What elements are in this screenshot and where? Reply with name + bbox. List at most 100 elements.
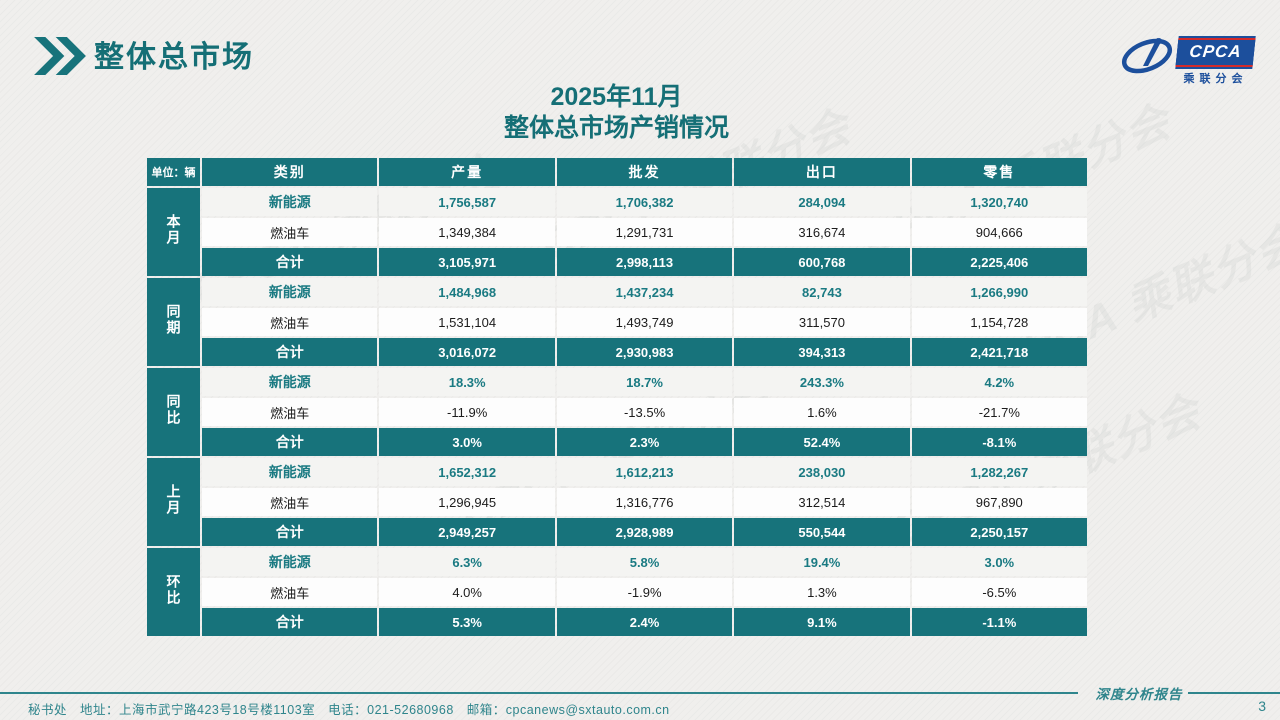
table-row: 合计 3,105,971 2,998,113 600,768 2,225,406 bbox=[147, 248, 1087, 276]
logo-cpca-text: CPCA bbox=[1175, 38, 1256, 67]
category-cell: 新能源 bbox=[202, 188, 378, 216]
value-cell-3: -1.1% bbox=[911, 608, 1087, 636]
value-cell-0: 1,349,384 bbox=[379, 218, 555, 246]
value-cell-2: 9.1% bbox=[734, 608, 910, 636]
value-cell-2: 52.4% bbox=[734, 428, 910, 456]
table-row: 环比 新能源 6.3% 5.8% 19.4% 3.0% bbox=[147, 548, 1087, 636]
category-cell: 合计 bbox=[202, 338, 378, 366]
value-cell-1: 2,930,983 bbox=[556, 338, 733, 366]
value-cell-0: 1,756,587 bbox=[379, 188, 555, 216]
value-cell-2: 243.3% bbox=[734, 368, 910, 396]
category-cell: 合计 bbox=[202, 248, 378, 276]
group-label-text: 上月 bbox=[165, 483, 182, 516]
value-cell-3: -21.7% bbox=[911, 398, 1087, 426]
value-cell-2: 600,768 bbox=[734, 248, 910, 276]
category-cell: 合计 bbox=[202, 518, 378, 546]
category-cell: 燃油车 bbox=[202, 218, 378, 246]
logo-text-block: CPCA 乘联分会 bbox=[1175, 38, 1256, 86]
unit-label: 单位：辆 bbox=[147, 158, 201, 186]
value-cell-2: 284,094 bbox=[734, 188, 910, 216]
table-row: 合计 3,016,072 2,930,983 394,313 2,421,718 bbox=[147, 338, 1087, 366]
category-cell: 新能源 bbox=[202, 368, 378, 396]
column-header-2: 批发 bbox=[556, 158, 733, 186]
value-cell-1: 5.8% bbox=[556, 548, 733, 576]
value-cell-2: 1.6% bbox=[734, 398, 910, 426]
category-cell: 新能源 bbox=[202, 278, 378, 306]
table-body: 本月 新能源 1,756,587 1,706,382 284,094 1,320,740 燃… bbox=[147, 188, 1087, 636]
value-cell-2: 316,674 bbox=[734, 218, 910, 246]
table-row: 同比 新能源 18.3% 18.7% 243.3% 4.2% bbox=[147, 368, 1087, 456]
table-row: 同期 新能源 1,484,968 1,437,234 82,743 1,266,990 bbox=[147, 278, 1087, 366]
group-label-3: 上月 bbox=[147, 458, 201, 546]
value-cell-3: 4.2% bbox=[911, 368, 1087, 396]
value-cell-1: 1,493,749 bbox=[556, 308, 733, 336]
value-cell-2: 82,743 bbox=[734, 278, 910, 306]
value-cell-3: 904,666 bbox=[911, 218, 1087, 246]
value-cell-0: 18.3% bbox=[379, 368, 555, 396]
value-cell-3: -8.1% bbox=[911, 428, 1087, 456]
group-label-text: 同期 bbox=[165, 303, 182, 336]
market-table: 单位：辆 类别 产量 批发 出口 零售 本月 新能源 1,756,587 1,706,382 28… bbox=[145, 156, 1089, 638]
footer-divider-right bbox=[1188, 692, 1280, 694]
table-header: 单位：辆 类别 产量 批发 出口 零售 bbox=[147, 158, 1087, 186]
value-cell-2: 238,030 bbox=[734, 458, 910, 486]
value-cell-3: 2,250,157 bbox=[911, 518, 1087, 546]
value-cell-0: 3,105,971 bbox=[379, 248, 555, 276]
table-row: 本月 新能源 1,756,587 1,706,382 284,094 1,320,740 bbox=[147, 188, 1087, 276]
value-cell-3: 3.0% bbox=[911, 548, 1087, 576]
value-cell-1: -13.5% bbox=[556, 398, 733, 426]
value-cell-0: 6.3% bbox=[379, 548, 555, 576]
logo-branch-text: 乘联分会 bbox=[1183, 73, 1248, 85]
value-cell-0: 1,652,312 bbox=[379, 458, 555, 486]
value-cell-3: -6.5% bbox=[911, 578, 1087, 606]
value-cell-1: 2.3% bbox=[556, 428, 733, 456]
cpca-logo: CPCA 乘联分会 bbox=[1119, 34, 1256, 85]
report-type-label: 深度分析报告 bbox=[1095, 687, 1183, 702]
column-header-3: 出口 bbox=[734, 158, 910, 186]
value-cell-1: 18.7% bbox=[556, 368, 733, 396]
value-cell-0: 3.0% bbox=[379, 428, 555, 456]
table-row: 燃油车 1,296,945 1,316,776 312,514 967,890 bbox=[147, 488, 1087, 516]
category-cell: 新能源 bbox=[202, 548, 378, 576]
group-label-4: 环比 bbox=[147, 548, 201, 636]
logo-swoosh-icon bbox=[1121, 38, 1173, 74]
category-cell: 燃油车 bbox=[202, 308, 378, 336]
column-header-0: 类别 bbox=[202, 158, 378, 186]
category-cell: 新能源 bbox=[202, 458, 378, 486]
group-label-text: 本月 bbox=[165, 213, 182, 246]
value-cell-1: 2,928,989 bbox=[556, 518, 733, 546]
value-cell-0: 1,296,945 bbox=[379, 488, 555, 516]
value-cell-1: -1.9% bbox=[556, 578, 733, 606]
value-cell-0: 2,949,257 bbox=[379, 518, 555, 546]
value-cell-3: 2,421,718 bbox=[911, 338, 1087, 366]
category-cell: 燃油车 bbox=[202, 398, 378, 426]
value-cell-0: 3,016,072 bbox=[379, 338, 555, 366]
value-cell-0: 1,531,104 bbox=[379, 308, 555, 336]
value-cell-2: 19.4% bbox=[734, 548, 910, 576]
chevron-icon bbox=[34, 37, 86, 75]
value-cell-3: 1,154,728 bbox=[911, 308, 1087, 336]
table-row: 燃油车 4.0% -1.9% 1.3% -6.5% bbox=[147, 578, 1087, 606]
column-header-1: 产量 bbox=[379, 158, 555, 186]
value-cell-3: 1,320,740 bbox=[911, 188, 1087, 216]
value-cell-2: 311,570 bbox=[734, 308, 910, 336]
page-title: 整体总市场 bbox=[94, 41, 254, 74]
column-header-4: 零售 bbox=[911, 158, 1087, 186]
value-cell-3: 1,266,990 bbox=[911, 278, 1087, 306]
slide-subtitle: 2025年11月 整体总市场产销情况 bbox=[145, 82, 1088, 144]
table-row: 合计 2,949,257 2,928,989 550,544 2,250,157 bbox=[147, 518, 1087, 546]
category-cell: 燃油车 bbox=[202, 578, 378, 606]
subtitle-line-2: 整体总市场产销情况 bbox=[503, 114, 729, 142]
group-label-text: 同比 bbox=[165, 393, 182, 426]
value-cell-0: 4.0% bbox=[379, 578, 555, 606]
category-cell: 合计 bbox=[202, 428, 378, 456]
value-cell-1: 1,437,234 bbox=[556, 278, 733, 306]
table-row: 合计 3.0% 2.3% 52.4% -8.1% bbox=[147, 428, 1087, 456]
value-cell-1: 1,706,382 bbox=[556, 188, 733, 216]
table-wrap: 单位：辆 类别 产量 批发 出口 零售 本月 新能源 1,756,587 1,706,382 28… bbox=[145, 156, 1089, 638]
value-cell-2: 312,514 bbox=[734, 488, 910, 516]
value-cell-2: 1.3% bbox=[734, 578, 910, 606]
table-row: 上月 新能源 1,652,312 1,612,213 238,030 1,282,267 bbox=[147, 458, 1087, 546]
value-cell-2: 550,544 bbox=[734, 518, 910, 546]
